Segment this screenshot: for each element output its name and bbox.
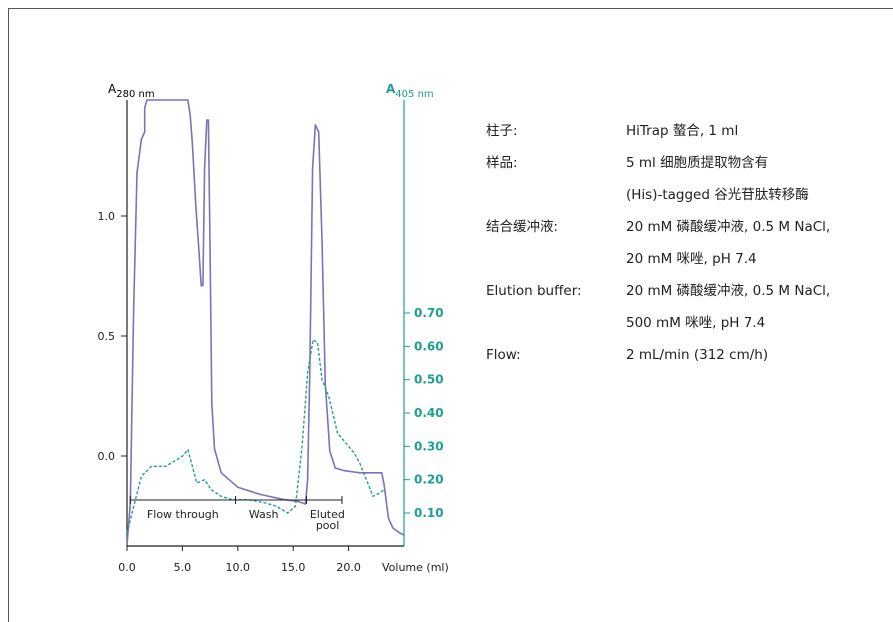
info-label: 柱子:: [486, 123, 518, 139]
right-tick-label: 0.20: [414, 473, 444, 487]
region-label: Eluted: [310, 508, 345, 521]
right-tick-label: 0.70: [414, 306, 444, 320]
region-label-line2: pool: [316, 519, 340, 532]
info-row: Elution buffer: 20 mM 磷酸缓冲液, 0.5 M NaCl,: [486, 275, 830, 307]
info-label: Elution buffer:: [486, 283, 582, 299]
left-tick-label: 0.5: [98, 330, 116, 343]
x-tick-label: 5.0: [174, 561, 192, 574]
info-value: 2 mL/min (312 cm/h): [626, 347, 769, 363]
info-label: 结合缓冲液:: [486, 219, 559, 235]
info-label: 样品:: [486, 155, 518, 171]
right-axis-title: A405 nm: [386, 82, 434, 100]
info-label: [486, 243, 626, 275]
info-label: [486, 179, 626, 211]
x-tick-label: 15.0: [281, 561, 306, 574]
right-tick-label: 0.60: [414, 339, 444, 353]
info-row: Flow: 2 mL/min (312 cm/h): [486, 339, 830, 371]
left-tick-label: 0.0: [98, 450, 116, 463]
right-tick-label: 0.30: [414, 439, 444, 453]
info-value: 20 mM 磷酸缓冲液, 0.5 M NaCl,: [626, 283, 831, 299]
x-tick-label: 10.0: [226, 561, 251, 574]
info-label: [486, 307, 626, 339]
info-row: (His)-tagged 谷光苷肽转移酶: [486, 179, 830, 211]
x-axis-title: Volume (ml): [382, 561, 449, 574]
x-tick-label: 20.0: [336, 561, 361, 574]
left-tick-label: 1.0: [98, 210, 116, 223]
info-row: 柱子: HiTrap 螯合, 1 ml: [486, 115, 830, 147]
info-row: 500 mM 咪唑, pH 7.4: [486, 307, 830, 339]
a405-series-line: [126, 339, 385, 534]
info-row: 20 mM 咪唑, pH 7.4: [486, 243, 830, 275]
info-row: 结合缓冲液: 20 mM 磷酸缓冲液, 0.5 M NaCl,: [486, 211, 830, 243]
region-label: Flow through: [147, 508, 219, 521]
right-tick-label: 0.50: [414, 373, 444, 387]
left-axis-title: A280 nm: [108, 82, 155, 100]
axes: [126, 100, 405, 547]
experiment-conditions: 柱子: HiTrap 螯合, 1 ml 样品: 5 ml 细胞质提取物含有 (His)-…: [486, 115, 830, 371]
info-value: 20 mM 咪唑, pH 7.4: [626, 251, 757, 267]
right-tick-label: 0.40: [414, 406, 444, 420]
tick-labels: 0.0 5.0 10.0 15.0 20.0 0.0 0.5 1.0 0.10 0.20 0.30 0…: [98, 210, 444, 574]
info-value: HiTrap 螯合, 1 ml: [626, 123, 739, 139]
info-row: 样品: 5 ml 细胞质提取物含有: [486, 147, 830, 179]
right-tick-label: 0.10: [414, 506, 444, 520]
info-value: (His)-tagged 谷光苷肽转移酶: [626, 187, 809, 203]
series-lines: [126, 99, 405, 545]
info-value: 5 ml 细胞质提取物含有: [626, 155, 769, 171]
region-label: Wash: [249, 508, 279, 521]
x-tick-label: 0.0: [118, 561, 136, 574]
info-value: 20 mM 磷酸缓冲液, 0.5 M NaCl,: [626, 219, 831, 235]
a280-series-line: [126, 99, 405, 545]
info-label: Flow:: [486, 347, 521, 363]
info-value: 500 mM 咪唑, pH 7.4: [626, 315, 766, 331]
